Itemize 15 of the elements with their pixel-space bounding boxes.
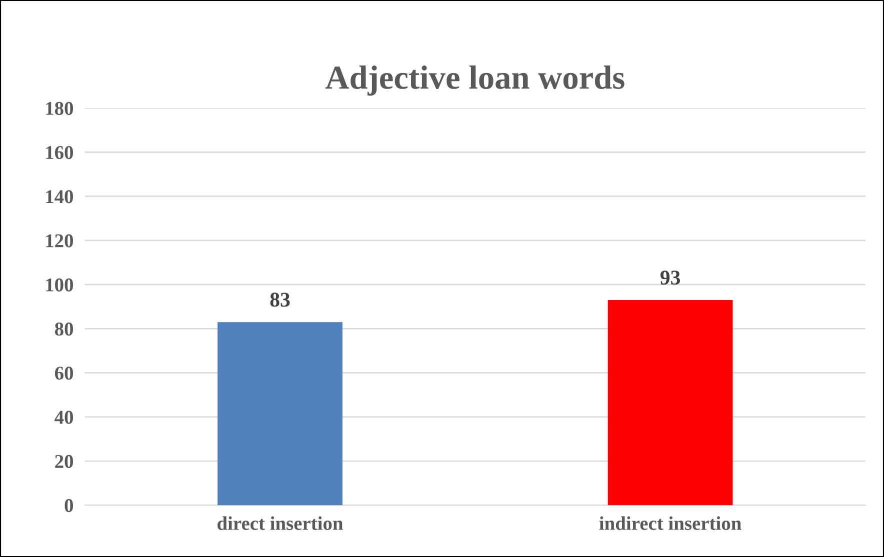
y-tick-label: 40 <box>54 410 74 424</box>
y-tick-label: 160 <box>46 146 74 160</box>
data-label: 93 <box>660 270 680 285</box>
y-tick-label: 100 <box>46 278 74 292</box>
y-tick-label: 180 <box>46 102 74 115</box>
y-tick-label: 0 <box>64 499 74 512</box>
x-tick-label: direct insertion <box>218 516 343 530</box>
data-label: 83 <box>270 292 290 307</box>
y-tick-label: 60 <box>54 366 74 380</box>
x-tick-label: indirect insertion <box>599 516 742 530</box>
y-tick-label: 20 <box>55 454 74 468</box>
y-tick-label: 140 <box>46 190 74 204</box>
y-tick-label: 120 <box>46 234 74 248</box>
y-tick-label: 80 <box>54 322 74 336</box>
chart-title: Adjective loan words <box>325 65 624 96</box>
